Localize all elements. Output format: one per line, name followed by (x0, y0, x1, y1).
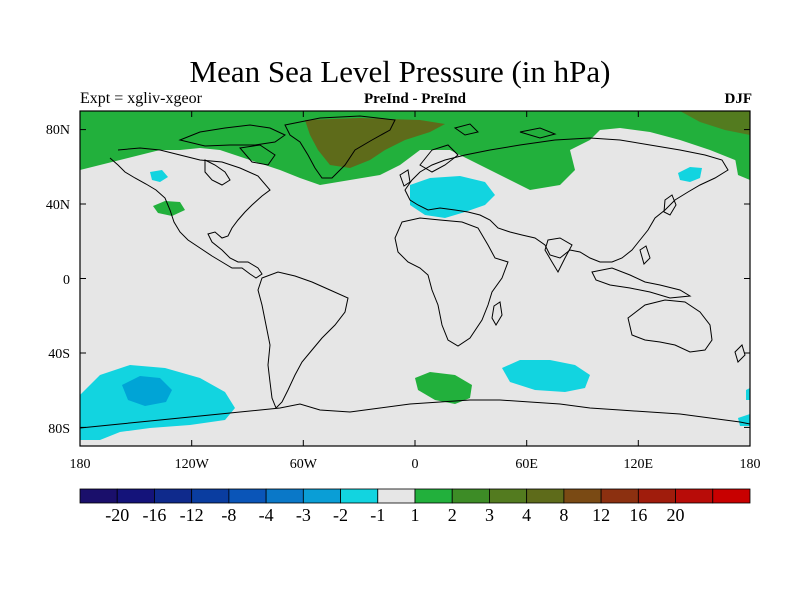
baffin-island-coast (239, 144, 276, 166)
colorbar-swatch (526, 488, 565, 504)
season-label: DJF (724, 91, 753, 107)
colorbar-swatch (116, 488, 155, 504)
longitude-axis: 180 120W 60W 0 60E 120E 180 (70, 111, 761, 472)
latitude-axis: 80N 40N 0 40S 80S (46, 123, 750, 437)
colorbar-label: -16 (142, 505, 166, 525)
colorbar-label: 3 (485, 505, 494, 525)
colorbar-label: -20 (105, 505, 129, 525)
europe-negative-region (410, 176, 495, 218)
lat-tick-label: 0 (63, 273, 70, 288)
colorbar-label: -8 (221, 505, 236, 525)
antarctica-coast (80, 399, 750, 429)
lon-tick-label: 60E (515, 457, 538, 472)
colorbar-swatch (228, 488, 267, 504)
colorbar-swatch (712, 488, 751, 504)
lat-tick-label: 40S (48, 347, 70, 362)
colorbar: -20 -16 -12 -8 -4 -3 -2 -1 1 2 3 4 8 12 16 20 (79, 488, 751, 525)
arctic-islands-coast (453, 123, 479, 136)
pressure-anomaly-field (80, 111, 750, 440)
colorbar-label: -3 (296, 505, 311, 525)
arctic-east-positive-region (680, 111, 750, 135)
south-atlantic-positive-region (415, 372, 472, 404)
india-coast (544, 237, 573, 274)
colorbar-label: 4 (522, 505, 531, 525)
canadian-archipelago-coast (178, 124, 286, 147)
colorbar-swatch (489, 488, 528, 504)
south-pacific-west-negative-region (80, 418, 88, 426)
map-title: Mean Sea Level Pressure (in hPa) (189, 54, 611, 89)
lat-tick-label: 80N (46, 123, 70, 138)
colorbar-swatch (414, 488, 453, 504)
colorbar-label: -4 (259, 505, 274, 525)
north-america-coast (109, 147, 271, 279)
lon-tick-label: 120W (175, 457, 210, 472)
lon-tick-label: 180 (740, 457, 761, 472)
colorbar-label: -2 (333, 505, 348, 525)
siberian-islands-coast (519, 127, 557, 139)
colorbar-label: -12 (180, 505, 204, 525)
lat-tick-label: 80S (48, 422, 70, 437)
colorbar-label: 12 (592, 505, 610, 525)
colorbar-swatch (637, 488, 676, 504)
british-isles-coast (399, 169, 411, 187)
colorbar-label: 20 (667, 505, 685, 525)
scandinavia-coast (419, 144, 459, 173)
colorbar-swatch (451, 488, 490, 504)
colorbar-swatch (265, 488, 304, 504)
lon-tick-label: 60W (290, 457, 318, 472)
pacific-east-positive-region (735, 150, 750, 180)
north-america-negative-region (150, 170, 168, 182)
colorbar-swatch (302, 488, 341, 504)
colorbar-label: -1 (370, 505, 385, 525)
indian-ocean-negative-region (502, 360, 590, 392)
philippines-coast (639, 245, 651, 265)
colorbar-swatch (377, 488, 416, 504)
colorbar-swatch (563, 488, 602, 504)
new-zealand-coast (734, 344, 746, 363)
comparison-label: PreInd - PreInd (364, 91, 466, 107)
lon-tick-label: 0 (412, 457, 419, 472)
colorbar-label: 1 (411, 505, 420, 525)
northeast-asia-negative-region (678, 167, 702, 182)
lat-tick-label: 40N (46, 198, 70, 213)
south-pacific-core-region (122, 376, 172, 406)
japan-coast (663, 194, 677, 216)
colorbar-label: 8 (559, 505, 568, 525)
colorbar-label: 16 (629, 505, 647, 525)
australia-coast (627, 299, 713, 353)
coastlines (80, 115, 750, 429)
colorbar-swatch (600, 488, 639, 504)
hudson-bay-coast (204, 159, 231, 186)
colorbar-swatch (79, 488, 118, 504)
south-america-coast (257, 271, 349, 409)
arctic-positive-region (80, 111, 750, 190)
africa-coast (394, 217, 509, 347)
lon-tick-label: 120E (624, 457, 654, 472)
lon-tick-label: 180 (70, 457, 91, 472)
experiment-label: Expt = xgliv-xgeor (80, 90, 202, 107)
colorbar-swatch (675, 488, 714, 504)
colorbar-swatch (154, 488, 193, 504)
colorbar-label: 2 (448, 505, 457, 525)
madagascar-coast (491, 301, 503, 326)
south-pacific-east-negative-region-2 (746, 388, 750, 400)
greenland-coast (284, 115, 396, 179)
greenland-positive-region (305, 118, 445, 168)
eurasia-coast (404, 137, 729, 263)
colorbar-swatch (340, 488, 379, 504)
colorbar-swatch (191, 488, 230, 504)
indonesia-coast (591, 267, 692, 299)
